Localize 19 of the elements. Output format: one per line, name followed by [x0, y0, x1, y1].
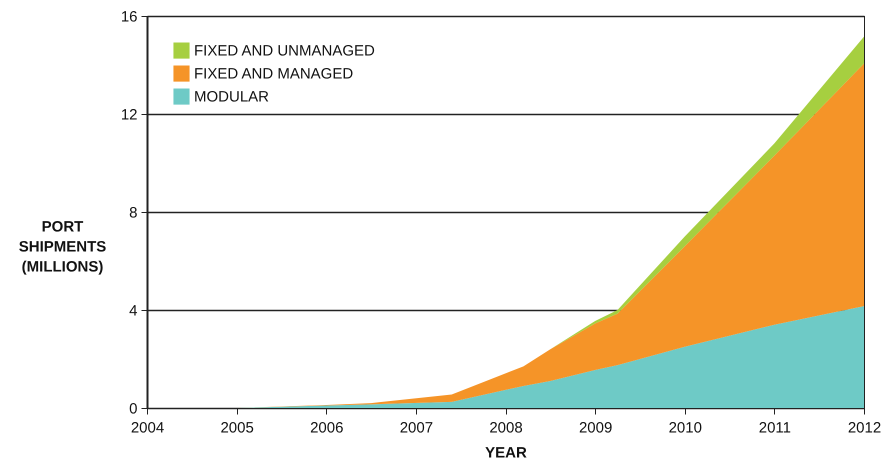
- x-tick-label: 2008: [489, 420, 523, 436]
- y-tick-label: 4: [129, 302, 138, 320]
- x-tick-label: 2007: [400, 420, 434, 436]
- legend-label: FIXED AND MANAGED: [194, 66, 354, 82]
- y-axis-title: PORT SHIPMENTS (MILLIONS): [18, 218, 106, 276]
- x-tick-label: 2009: [578, 420, 612, 436]
- y-tick-label: 0: [129, 400, 138, 418]
- legend-label: FIXED AND UNMANAGED: [194, 42, 376, 60]
- x-tick-label: 2006: [310, 420, 344, 436]
- x-tick-label: 2004: [130, 420, 164, 436]
- y-tick-label: 12: [120, 106, 138, 124]
- legend-label: MODULAR: [194, 88, 270, 106]
- x-axis-title: YEAR: [485, 444, 527, 459]
- x-tick-label: 2011: [758, 420, 792, 436]
- y-tick-label: 16: [120, 8, 138, 26]
- x-tick-label: 2010: [668, 420, 702, 436]
- x-tick-label: 2012: [848, 420, 882, 436]
- y-tick-label: 8: [129, 204, 138, 222]
- x-tick-label: 2005: [220, 420, 254, 436]
